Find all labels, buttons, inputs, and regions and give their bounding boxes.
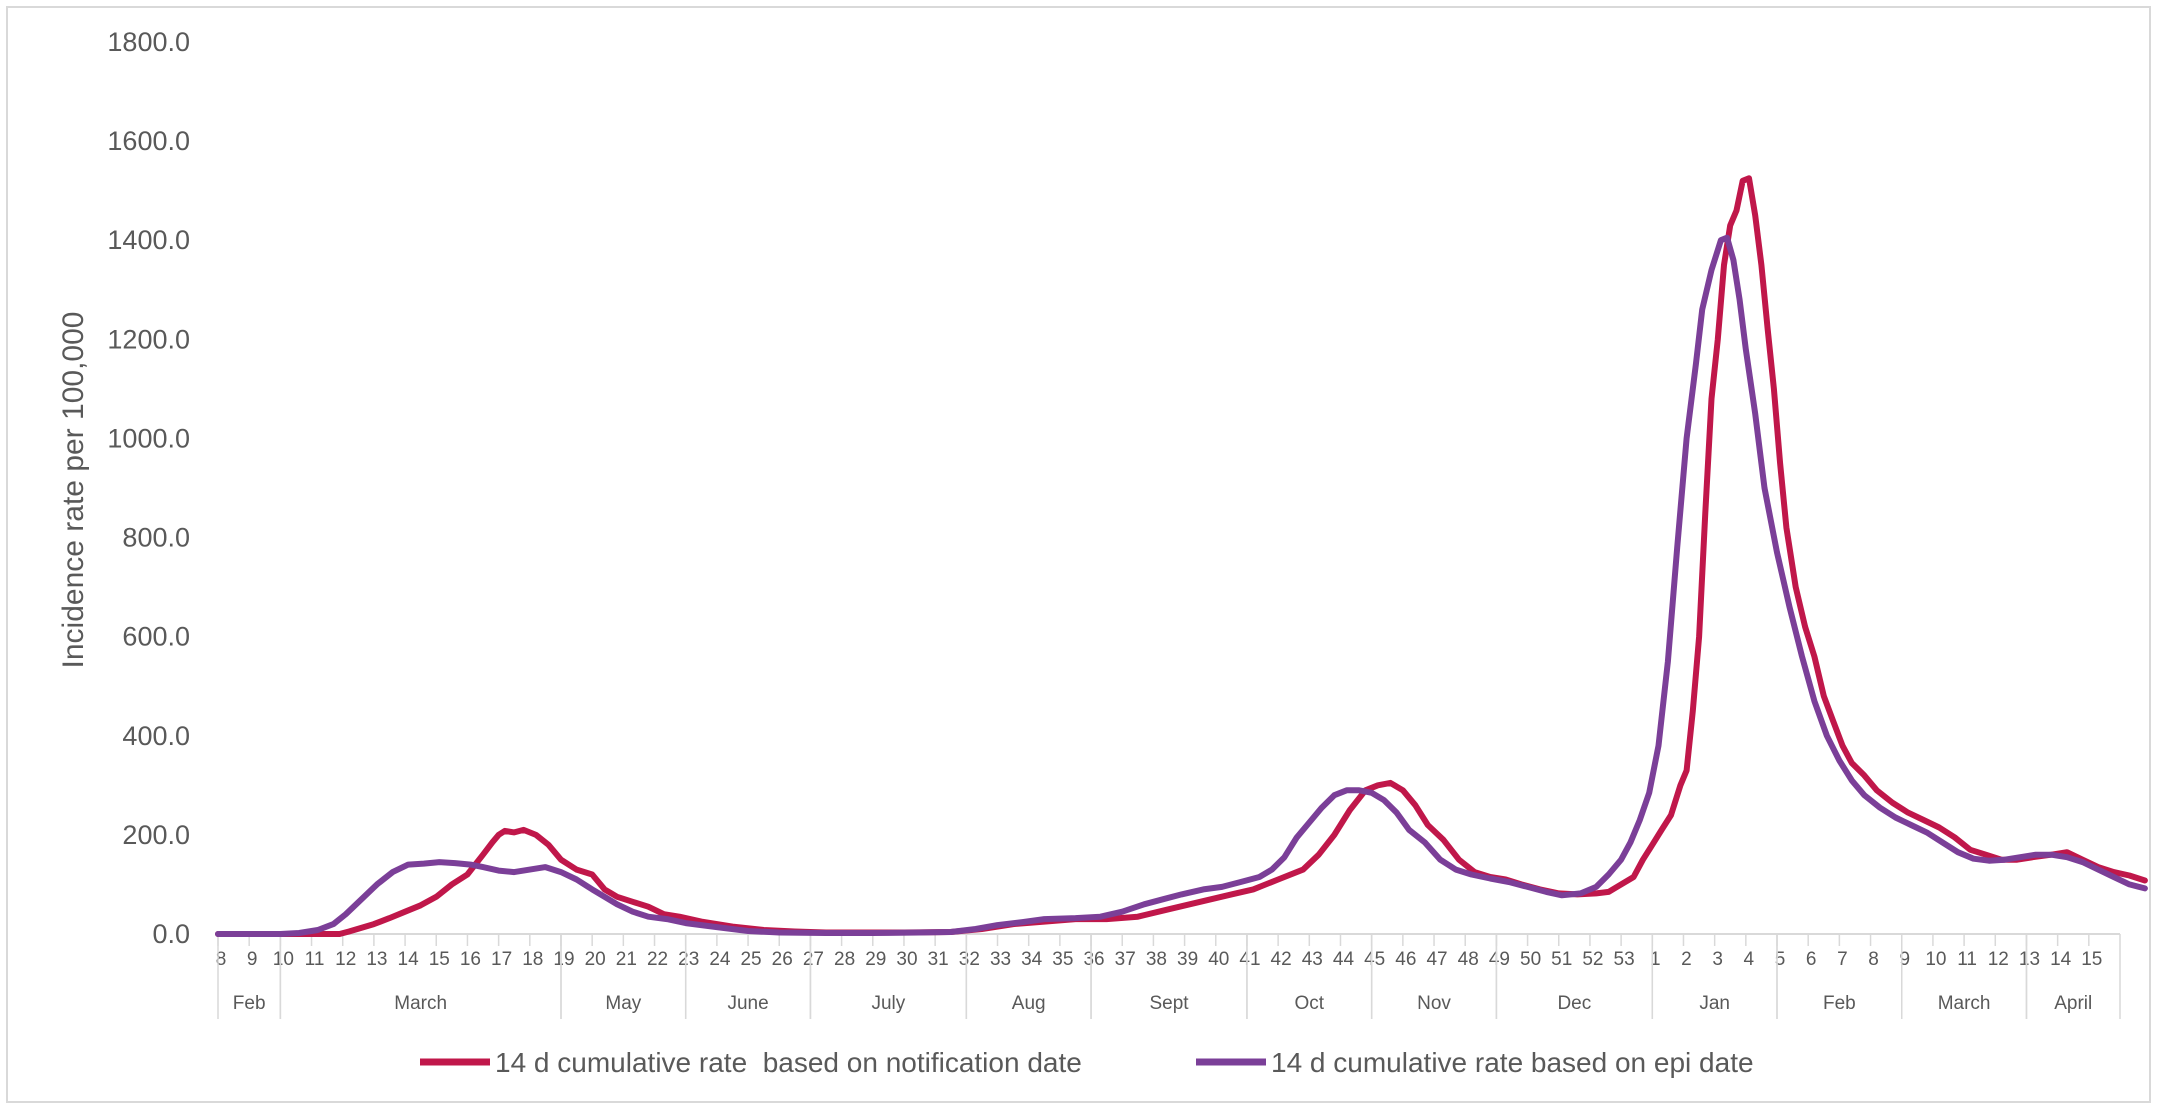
x-month-label: Feb	[233, 993, 266, 1014]
legend-label-2: 14 d cumulative rate based on epi date	[1271, 1047, 1754, 1078]
x-week-label: 24	[709, 949, 731, 970]
x-week-label: 16	[460, 949, 481, 970]
x-month-label: May	[605, 993, 641, 1014]
x-week-label: 12	[335, 949, 356, 970]
x-week-label: 5	[1775, 949, 1786, 970]
y-tick-label: 1200.0	[107, 324, 190, 354]
y-tick-label: 1800.0	[107, 27, 190, 57]
x-week-label: 25	[740, 949, 761, 970]
x-week-label: 9	[1899, 949, 1910, 970]
x-week-label: 10	[273, 949, 294, 970]
y-tick-label: 400.0	[122, 721, 190, 751]
x-week-label: 49	[1489, 949, 1510, 970]
x-week-label: 29	[865, 949, 886, 970]
y-tick-label: 0.0	[152, 919, 190, 949]
x-week-label: 37	[1115, 949, 1136, 970]
x-week-label: 28	[834, 949, 855, 970]
x-month-label: Oct	[1295, 993, 1325, 1014]
x-week-label: 20	[585, 949, 606, 970]
x-week-label: 17	[491, 949, 512, 970]
x-week-label: 42	[1271, 949, 1292, 970]
x-month-label: April	[2054, 993, 2092, 1014]
series-line-2	[215, 234, 2148, 937]
x-week-label: 32	[959, 949, 980, 970]
series-line-1	[215, 175, 2148, 937]
x-week-label: 15	[2081, 949, 2102, 970]
x-month-label: Feb	[1823, 993, 1856, 1014]
x-month-label: Dec	[1557, 993, 1591, 1014]
x-week-label: 51	[1551, 949, 1572, 970]
x-week-label: 52	[1582, 949, 1603, 970]
x-week-label: 18	[522, 949, 543, 970]
x-week-label: 6	[1806, 949, 1817, 970]
x-week-label: 14	[398, 949, 420, 970]
x-week-label: 9	[247, 949, 258, 970]
x-week-label: 4	[1744, 949, 1755, 970]
x-week-label: 33	[990, 949, 1011, 970]
x-week-label: 31	[928, 949, 949, 970]
y-tick-label: 1000.0	[107, 423, 190, 453]
x-month-label: Aug	[1012, 993, 1046, 1014]
x-month-label: March	[394, 993, 447, 1014]
y-tick-label: 800.0	[122, 523, 190, 553]
y-tick-label: 600.0	[122, 622, 190, 652]
x-week-label: 2	[1681, 949, 1692, 970]
x-week-label: 13	[366, 949, 387, 970]
x-week-label: 36	[1083, 949, 1104, 970]
x-week-label: 10	[1925, 949, 1946, 970]
x-axis: 8 9 10 11 12 13 14 15 16 17 18 19 20 21 22 23 24 25 26 27 28…	[216, 933, 2121, 1019]
x-week-label: 14	[2050, 949, 2072, 970]
x-week-label: 41	[1239, 949, 1260, 970]
x-week-label: 23	[678, 949, 699, 970]
x-week-label: 8	[1868, 949, 1879, 970]
y-axis: 0.0 200.0 400.0 600.0 800.0 1000.0 1200.0 1400.…	[107, 27, 190, 949]
x-week-label: 40	[1208, 949, 1229, 970]
y-tick-label: 1400.0	[107, 225, 190, 255]
x-week-label: 38	[1146, 949, 1167, 970]
x-week-label: 48	[1458, 949, 1479, 970]
x-week-label: 7	[1837, 949, 1848, 970]
x-month-label: Nov	[1417, 993, 1451, 1014]
x-week-label: 21	[616, 949, 637, 970]
x-week-label: 47	[1426, 949, 1447, 970]
x-week-label: 3	[1712, 949, 1723, 970]
y-tick-label: 1600.0	[107, 126, 190, 156]
x-week-label: 26	[772, 949, 793, 970]
y-tick-label: 200.0	[122, 820, 190, 850]
x-week-label: 43	[1302, 949, 1323, 970]
legend-label-1: 14 d cumulative rate based on notificati…	[495, 1047, 1082, 1078]
x-month-label: June	[727, 993, 768, 1014]
x-week-label: 44	[1333, 949, 1355, 970]
y-axis-label: Incidence rate per 100,000	[57, 312, 90, 669]
x-week-label: 53	[1614, 949, 1635, 970]
x-week-label: 8	[216, 949, 227, 970]
x-week-label: 12	[1988, 949, 2009, 970]
x-week-label: 34	[1021, 949, 1043, 970]
x-month-label: July	[871, 993, 905, 1014]
x-week-label: 30	[896, 949, 917, 970]
x-week-label: 19	[553, 949, 574, 970]
x-week-label: 22	[647, 949, 668, 970]
x-week-label: 50	[1520, 949, 1541, 970]
x-month-label: Sept	[1149, 993, 1189, 1014]
x-month-label: Jan	[1699, 993, 1730, 1014]
x-week-label: 11	[305, 949, 325, 970]
x-week-label: 15	[429, 949, 450, 970]
x-week-label: 13	[2019, 949, 2040, 970]
x-week-label: 1	[1650, 949, 1661, 970]
x-week-label: 46	[1395, 949, 1416, 970]
x-week-label: 39	[1177, 949, 1198, 970]
x-week-label: 45	[1364, 949, 1385, 970]
x-week-label: 27	[803, 949, 824, 970]
x-week-label: 35	[1052, 949, 1073, 970]
x-week-label: 11	[1957, 949, 1977, 970]
series-lines	[215, 175, 2148, 937]
x-month-label: March	[1938, 993, 1991, 1014]
legend: 14 d cumulative rate based on notificati…	[420, 1047, 1754, 1078]
